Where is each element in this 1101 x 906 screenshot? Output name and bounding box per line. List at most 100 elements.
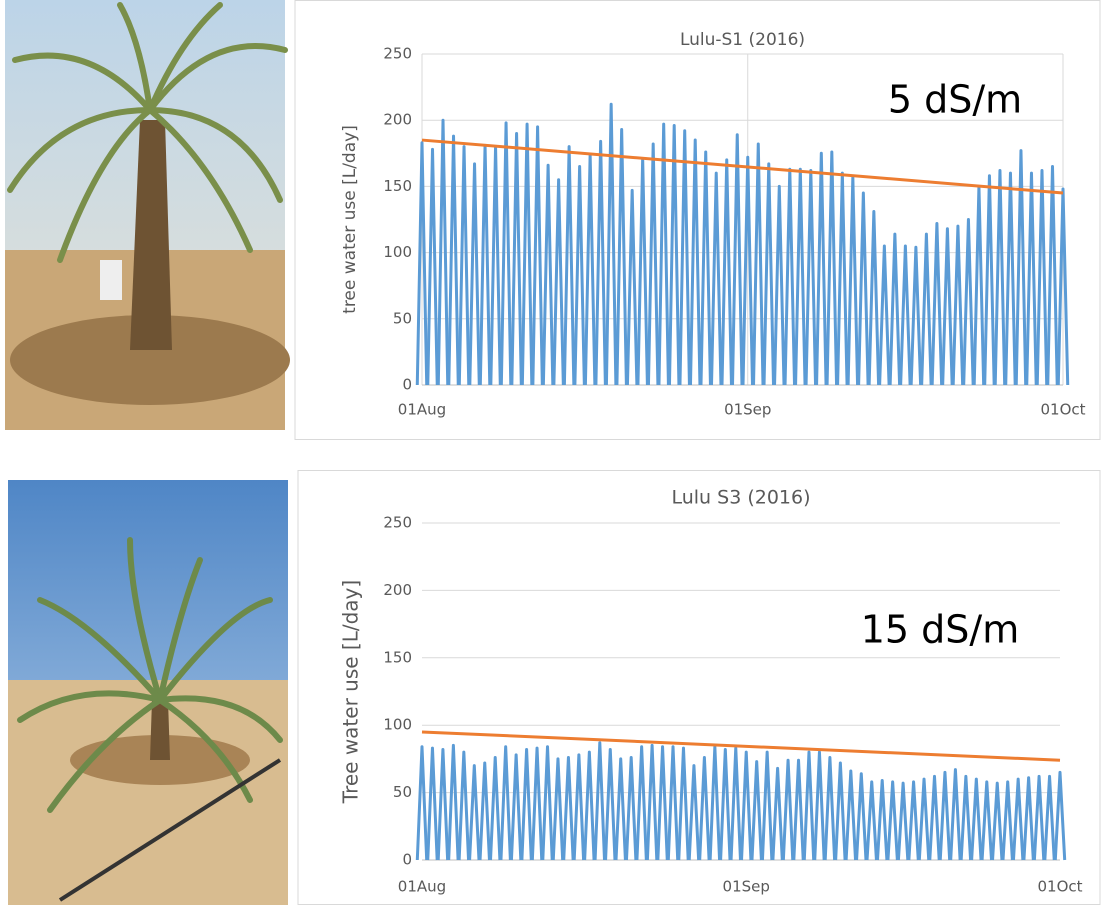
x-tick-label: 01Aug — [398, 401, 446, 419]
daily-spike — [985, 176, 994, 385]
daily-spike — [575, 167, 584, 385]
daily-spike — [501, 123, 510, 385]
daily-spike — [722, 160, 731, 385]
daily-spike — [898, 783, 907, 860]
daily-spike — [880, 246, 889, 385]
daily-spike — [428, 748, 437, 860]
daily-spike — [785, 169, 794, 385]
daily-spike — [564, 147, 573, 385]
daily-spike — [543, 165, 552, 385]
y-tick-label: 100 — [383, 243, 412, 261]
daily-spike — [680, 131, 689, 385]
daily-spike — [712, 173, 721, 385]
chart-title: Lulu-S1 (2016) — [680, 30, 805, 50]
daily-spike — [1034, 776, 1043, 860]
daily-spike — [1006, 173, 1015, 385]
daily-spike — [846, 771, 855, 860]
y-tick-label: 0 — [402, 851, 412, 869]
daily-spike — [638, 159, 647, 385]
daily-spike — [617, 129, 626, 385]
daily-spike — [554, 180, 563, 385]
y-tick-label: 200 — [383, 111, 412, 129]
daily-spike — [491, 147, 500, 385]
daily-spike — [731, 748, 740, 860]
daily-spike — [1027, 173, 1036, 385]
annotation: 5 dS/m — [888, 78, 1022, 122]
daily-spike — [668, 747, 677, 860]
daily-spike — [658, 747, 667, 860]
y-tick-label: 250 — [383, 45, 412, 63]
daily-spike — [501, 747, 510, 860]
daily-spike — [775, 186, 784, 385]
daily-spike — [953, 226, 962, 385]
daily-spike — [637, 747, 646, 860]
daily-spike — [909, 782, 918, 860]
daily-spike — [995, 171, 1004, 385]
daily-spike — [951, 770, 960, 860]
figure: 0 50 100 150 200 250 01Aug 01Sep 01Oct Lulu-S1 (2… — [0, 0, 1101, 906]
daily-spike — [491, 758, 500, 860]
daily-spike — [1045, 776, 1054, 860]
daily-spike — [857, 774, 866, 860]
daily-spike — [470, 164, 479, 385]
daily-spike — [511, 755, 520, 860]
daily-spike — [922, 234, 931, 385]
daily-spike — [859, 193, 868, 385]
daily-spike — [522, 124, 531, 385]
daily-spike — [764, 164, 773, 385]
daily-spike — [470, 766, 479, 860]
chart-title: Lulu S3 (2016) — [671, 487, 810, 509]
daily-spike — [532, 748, 541, 860]
y-tick-label: 150 — [383, 648, 412, 666]
daily-spike — [648, 144, 657, 385]
y-tick-label: 0 — [402, 376, 412, 394]
daily-spike — [1016, 151, 1025, 385]
y-tick-label: 150 — [383, 177, 412, 195]
daily-spike — [783, 760, 792, 860]
daily-spike — [993, 783, 1002, 860]
daily-spike — [574, 755, 583, 860]
y-tick-label: 250 — [383, 514, 412, 532]
daily-spike — [817, 153, 826, 385]
daily-spike — [585, 155, 594, 385]
daily-spike — [733, 135, 742, 385]
daily-spike — [480, 145, 489, 385]
daily-spike — [836, 763, 845, 860]
daily-spike — [869, 212, 878, 385]
daily-spike — [890, 234, 899, 385]
x-tick-label: 01Oct — [1040, 401, 1085, 419]
daily-spike — [972, 779, 981, 860]
daily-spike — [930, 776, 939, 860]
daily-spike — [1024, 778, 1033, 860]
daily-spike — [690, 140, 699, 385]
daily-spike — [616, 759, 625, 860]
daily-spike — [606, 104, 615, 385]
daily-spike — [585, 752, 594, 860]
daily-spike — [1003, 782, 1012, 860]
daily-spike — [627, 190, 636, 385]
daily-spike — [974, 186, 983, 385]
daily-spike — [1055, 772, 1064, 860]
daily-spike — [449, 745, 458, 860]
daily-spike — [901, 246, 910, 385]
daily-spike — [794, 760, 803, 860]
daily-spike — [710, 747, 719, 860]
daily-spike — [825, 758, 834, 860]
daily-spike — [888, 782, 897, 860]
x-tick-label: 01Oct — [1037, 878, 1082, 896]
x-tick-label: 01Sep — [723, 878, 770, 896]
daily-spike — [700, 758, 709, 860]
daily-spike — [522, 749, 531, 860]
daily-spike — [459, 752, 468, 860]
y-tick-label: 50 — [393, 309, 412, 327]
daily-spike — [867, 782, 876, 860]
daily-spike — [669, 125, 678, 385]
daily-spike — [804, 752, 813, 860]
daily-spike — [940, 772, 949, 860]
daily-spike — [848, 177, 857, 385]
y-axis-label: tree water use [L/day] — [340, 125, 360, 314]
charts: 0 50 100 150 200 250 01Aug 01Sep 01Oct Lulu-S1 (2… — [0, 0, 1101, 906]
daily-spike — [689, 766, 698, 860]
daily-spike — [961, 776, 970, 860]
daily-spike — [438, 749, 447, 860]
